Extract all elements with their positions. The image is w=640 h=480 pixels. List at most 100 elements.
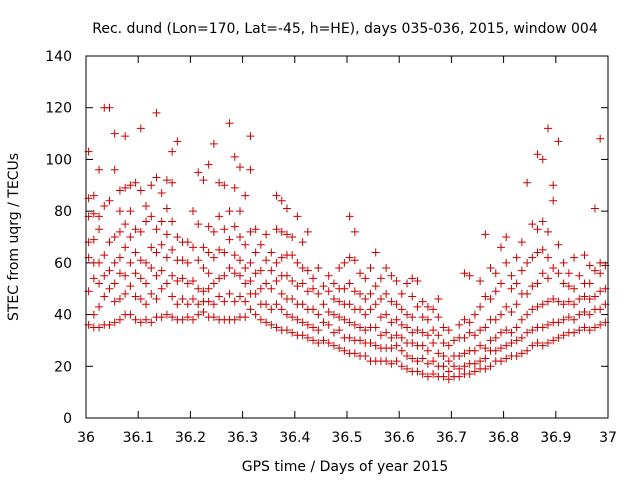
data-point [272, 323, 281, 332]
data-point [162, 204, 171, 213]
data-point [241, 264, 250, 273]
data-point [282, 310, 291, 319]
x-tick-label: 36.4 [279, 430, 310, 446]
data-point [277, 305, 286, 314]
data-point [262, 279, 271, 288]
data-point [538, 341, 547, 350]
data-point [121, 289, 130, 298]
data-point [288, 313, 297, 322]
data-point [523, 258, 532, 267]
data-point [157, 313, 166, 322]
data-point [215, 245, 224, 254]
data-point [403, 364, 412, 373]
data-point [549, 196, 558, 205]
data-point [502, 233, 511, 241]
y-axis-ticks: 0 20 40 60 80 100 120 140 [45, 49, 608, 427]
data-point [528, 253, 537, 262]
data-point [434, 349, 443, 358]
data-point [361, 274, 370, 283]
data-point [89, 310, 98, 319]
data-point [272, 300, 281, 309]
data-point [512, 253, 521, 262]
data-point [246, 258, 255, 267]
data-point [121, 220, 130, 229]
data-point [110, 297, 119, 306]
data-point [340, 258, 349, 267]
data-point [309, 274, 318, 283]
data-point [215, 292, 224, 301]
data-point [194, 284, 203, 293]
data-point [403, 279, 412, 288]
data-point [126, 181, 135, 190]
data-point [517, 266, 526, 275]
data-point [215, 212, 224, 221]
data-point [549, 295, 558, 304]
data-point [455, 351, 464, 360]
data-point [246, 276, 255, 285]
data-point [168, 271, 177, 280]
y-tick-label: 60 [54, 256, 72, 272]
data-point [95, 279, 104, 288]
data-point [496, 357, 505, 366]
data-points [84, 103, 610, 384]
data-point [345, 300, 354, 309]
data-point [538, 155, 547, 164]
data-point [486, 295, 495, 304]
data-point [241, 240, 250, 249]
data-point [298, 279, 307, 288]
data-point [465, 370, 474, 379]
data-point [303, 287, 312, 296]
data-point [89, 191, 98, 200]
data-point [444, 326, 453, 335]
data-point [570, 315, 579, 324]
data-point [549, 264, 558, 273]
data-point [162, 176, 171, 185]
data-point [267, 320, 276, 329]
data-point [194, 168, 203, 177]
data-point [95, 323, 104, 332]
data-point [168, 147, 177, 156]
data-point [230, 269, 239, 278]
data-point [559, 331, 568, 340]
data-point [115, 186, 124, 195]
data-point [324, 287, 333, 296]
data-point [215, 178, 224, 187]
data-point [397, 320, 406, 329]
data-point [444, 357, 453, 366]
data-point [350, 349, 359, 358]
data-point [235, 256, 244, 265]
data-point [241, 191, 250, 200]
data-point [460, 349, 469, 358]
data-point [105, 238, 114, 247]
data-point [543, 274, 552, 283]
data-point [403, 323, 412, 332]
data-point [408, 292, 417, 301]
data-point [340, 284, 349, 293]
data-point [345, 279, 354, 288]
data-point [559, 315, 568, 324]
data-point [596, 305, 605, 314]
data-point [246, 165, 255, 174]
data-point [95, 165, 104, 174]
data-point [241, 279, 250, 288]
data-point [491, 346, 500, 355]
data-point [533, 339, 542, 348]
data-point [371, 282, 380, 291]
data-point [376, 274, 385, 283]
data-point [246, 305, 255, 314]
data-point [309, 336, 318, 345]
data-point [209, 253, 218, 262]
data-point [126, 207, 135, 216]
data-point [204, 284, 213, 293]
data-point [476, 326, 485, 335]
data-point [382, 328, 391, 337]
data-point [225, 289, 234, 298]
data-point [403, 310, 412, 319]
data-point [178, 315, 187, 324]
data-point [408, 313, 417, 322]
data-point [89, 235, 98, 244]
data-point [121, 183, 130, 192]
data-point [528, 220, 537, 229]
data-point [387, 333, 396, 342]
data-point [314, 339, 323, 348]
